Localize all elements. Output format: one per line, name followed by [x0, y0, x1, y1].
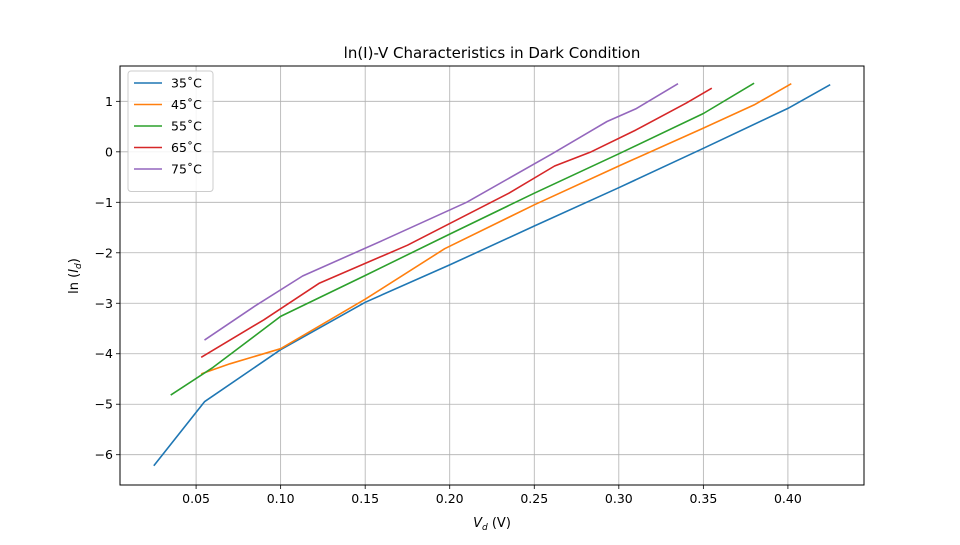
legend-label: 55˚C: [171, 119, 202, 134]
x-axis-label: Vd (V): [473, 516, 511, 533]
x-axis-ticks: 0.05 0.10 0.15 0.20 0.25 0.30 0.35 0.40: [182, 485, 802, 506]
legend: 35˚C 45˚C 55˚C 65˚C 75˚C: [127, 70, 214, 192]
legend-label: 65˚C: [171, 140, 202, 155]
y-tick-label: −5: [95, 397, 113, 412]
plot-frame: [119, 65, 865, 486]
legend-label: 45˚C: [171, 97, 202, 112]
x-tick-label: 0.40: [774, 491, 802, 506]
legend-label: 75˚C: [171, 162, 202, 177]
grid: [120, 66, 864, 485]
x-tick-label: 0.35: [689, 491, 717, 506]
legend-box: [127, 70, 214, 192]
series-line-3: [170, 82, 755, 396]
y-tick-label: 1: [105, 94, 113, 109]
x-tick-label: 0.05: [182, 491, 210, 506]
legend-label: 35˚C: [171, 76, 202, 91]
y-tick-label: 0: [105, 144, 113, 159]
y-tick-label: −4: [95, 346, 113, 361]
y-tick-label: −6: [95, 447, 113, 462]
x-tick-label: 0.10: [267, 491, 295, 506]
x-tick-label: 0.30: [605, 491, 633, 506]
x-tick-label: 0.25: [520, 491, 548, 506]
series-line-1: [153, 84, 831, 467]
series-line-4: [200, 87, 713, 358]
chart-title: ln(I)-V Characteristics in Dark Conditio…: [344, 44, 641, 62]
x-tick-label: 0.15: [351, 491, 379, 506]
series-lines: [153, 82, 831, 467]
x-tick-label: 0.20: [436, 491, 464, 506]
series-line-5: [204, 83, 679, 341]
series-line-2: [200, 83, 792, 375]
y-axis-label: ln (Id): [67, 258, 84, 294]
y-tick-label: −2: [95, 245, 113, 260]
y-tick-label: −3: [95, 296, 113, 311]
y-tick-label: −1: [95, 195, 113, 210]
y-axis-ticks: −6 −5 −4 −3 −2 −1 0 1: [95, 94, 120, 462]
